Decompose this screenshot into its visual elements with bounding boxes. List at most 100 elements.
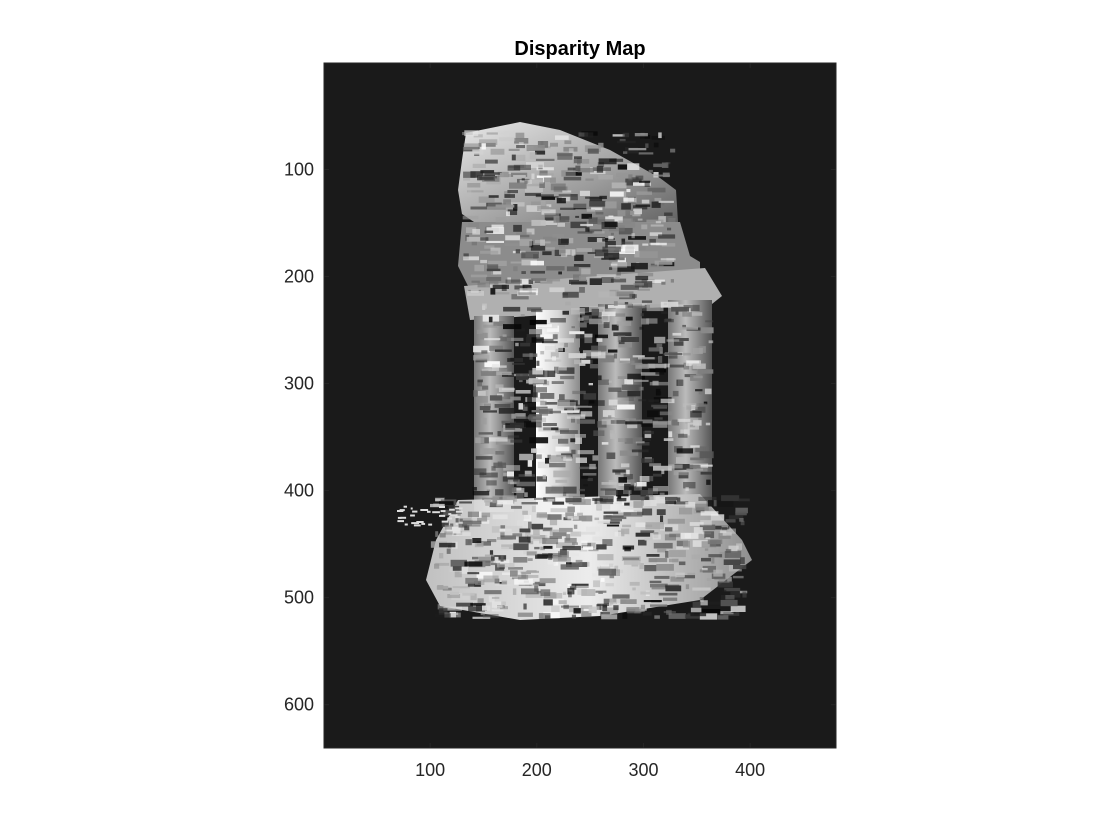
disparity-speck: [449, 591, 460, 595]
disparity-speck: [596, 237, 605, 243]
disparity-speck: [611, 516, 627, 520]
disparity-speck: [435, 497, 445, 502]
disparity-speck: [627, 373, 645, 380]
disparity-speck: [676, 575, 695, 579]
disparity-speck: [656, 564, 674, 571]
disparity-speck: [497, 431, 502, 437]
disparity-speck: [580, 411, 593, 417]
disparity-speck: [638, 539, 647, 546]
y-tick-label: 600: [284, 695, 314, 715]
disparity-speck: [473, 390, 478, 397]
disparity-speck: [522, 510, 528, 515]
disparity-speck: [589, 200, 606, 207]
disparity-speck: [562, 591, 567, 595]
disparity-speck: [515, 249, 521, 254]
disparity-speck: [692, 363, 706, 369]
disparity-speck: [682, 324, 686, 329]
disparity-speck: [475, 456, 493, 460]
disparity-speck: [612, 594, 630, 599]
disparity-speck: [655, 367, 665, 375]
disparity-speck: [650, 604, 668, 607]
x-tick-label: 100: [415, 760, 445, 780]
disparity-speck: [553, 561, 559, 566]
disparity-speck: [675, 309, 679, 315]
disparity-speck: [524, 193, 541, 196]
disparity-speck: [537, 141, 549, 148]
disparity-speck: [728, 515, 744, 520]
disparity-speck: [535, 150, 546, 155]
disparity-speck: [509, 487, 517, 493]
disparity-speck: [630, 490, 647, 495]
disparity-speck: [491, 224, 504, 228]
disparity-outlier: [455, 507, 463, 510]
disparity-speck: [597, 554, 614, 561]
disparity-speck: [580, 223, 593, 227]
disparity-speck: [581, 589, 596, 596]
disparity-speck: [603, 515, 612, 520]
disparity-speck: [526, 205, 541, 212]
disparity-speck: [682, 403, 699, 407]
disparity-speck: [521, 251, 540, 259]
disparity-speck: [481, 512, 491, 518]
disparity-speck: [568, 591, 572, 598]
disparity-speck: [470, 289, 479, 293]
disparity-speck: [673, 341, 684, 346]
disparity-speck: [525, 592, 543, 598]
disparity-speck: [573, 274, 581, 281]
disparity-speck: [519, 239, 532, 246]
disparity-speck: [523, 550, 538, 555]
disparity-speck: [540, 393, 555, 399]
disparity-speck: [622, 524, 632, 528]
disparity-speck: [634, 590, 646, 595]
disparity-speck: [692, 347, 703, 354]
disparity-speck: [684, 533, 691, 539]
disparity-speck: [672, 332, 682, 336]
disparity-speck: [579, 322, 587, 328]
disparity-speck: [561, 605, 579, 608]
disparity-speck: [656, 391, 662, 396]
disparity-speck: [535, 158, 555, 161]
disparity-speck: [578, 531, 596, 535]
disparity-speck: [434, 613, 451, 618]
disparity-speck: [560, 375, 575, 380]
disparity-speck: [625, 421, 643, 425]
disparity-speck: [565, 512, 574, 519]
disparity-speck: [444, 531, 453, 535]
disparity-speck: [605, 583, 614, 587]
disparity-speck: [497, 130, 515, 135]
disparity-speck: [484, 245, 495, 249]
disparity-speck: [623, 560, 641, 565]
disparity-speck: [608, 257, 625, 261]
disparity-speck: [695, 503, 709, 511]
disparity-speck: [486, 268, 501, 272]
disparity-speck: [708, 554, 723, 558]
disparity-speck: [550, 508, 569, 513]
disparity-speck: [585, 196, 600, 199]
disparity-speck: [657, 558, 673, 564]
disparity-speck: [589, 197, 603, 202]
disparity-speck: [553, 557, 571, 562]
disparity-speck: [544, 213, 559, 218]
disparity-speck: [615, 291, 634, 297]
disparity-speck: [507, 471, 514, 478]
disparity-speck: [638, 399, 647, 402]
disparity-speck: [539, 170, 548, 176]
disparity-speck: [650, 242, 667, 246]
disparity-speck: [463, 256, 479, 261]
disparity-speck: [488, 595, 495, 603]
disparity-speck: [467, 511, 479, 518]
disparity-speck: [635, 204, 651, 207]
disparity-speck: [434, 563, 440, 569]
disparity-speck: [543, 236, 557, 242]
disparity-speck: [661, 162, 669, 168]
disparity-speck: [516, 481, 536, 487]
disparity-speck: [621, 337, 640, 342]
disparity-speck: [610, 519, 622, 522]
disparity-speck: [640, 372, 660, 376]
disparity-speck: [478, 142, 496, 147]
disparity-speck: [620, 509, 634, 512]
disparity-speck: [617, 404, 635, 410]
disparity-speck: [608, 225, 625, 232]
disparity-speck: [552, 233, 565, 238]
disparity-speck: [639, 476, 650, 482]
